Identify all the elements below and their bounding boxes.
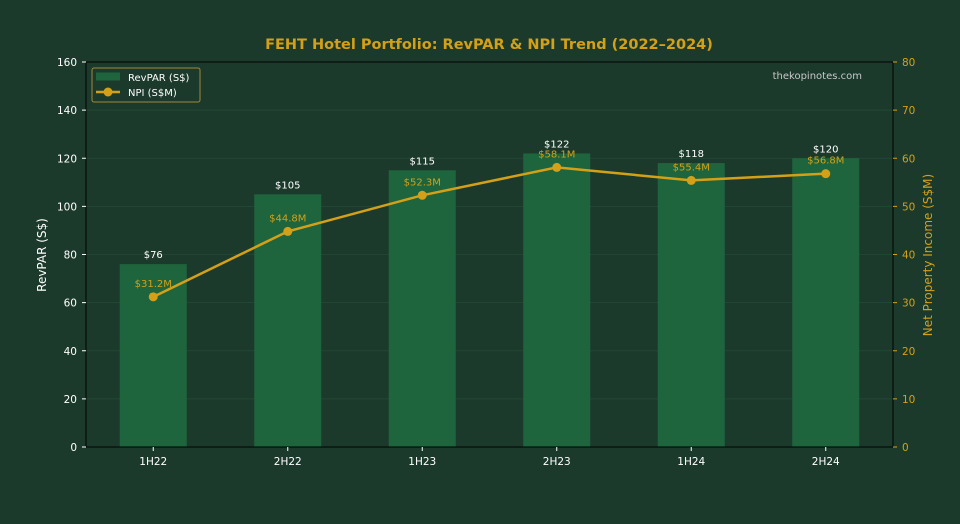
revpar-data-label: $122	[544, 139, 569, 150]
y2-tick-label: 10	[902, 394, 915, 406]
legend-revpar-swatch	[96, 72, 120, 81]
y-tick-label: 0	[70, 442, 77, 454]
chart-title: FEHT Hotel Portfolio: RevPAR & NPI Trend…	[265, 37, 713, 53]
npi-data-label: $31.2M	[135, 279, 172, 290]
y2-tick-label: 40	[902, 250, 915, 262]
x-tick-label: 1H23	[408, 456, 436, 468]
y2-tick-label: 70	[902, 105, 915, 117]
y2-tick-label: 0	[902, 442, 909, 454]
watermark: thekopinotes.com	[773, 71, 862, 82]
y-tick-label: 160	[57, 57, 77, 69]
revpar-data-label: $115	[410, 156, 435, 167]
revpar-bar	[523, 153, 591, 447]
npi-data-label: $56.8M	[807, 156, 844, 167]
revpar-data-label: $118	[679, 149, 704, 160]
x-tick-label: 2H22	[274, 456, 302, 468]
legend: RevPAR (S$) NPI (S$M)	[91, 67, 201, 103]
npi-marker	[283, 226, 293, 236]
npi-data-label: $58.1M	[538, 149, 575, 160]
revpar-bar	[388, 170, 456, 447]
legend-npi-marker	[103, 87, 113, 97]
legend-revpar-label: RevPAR (S$)	[128, 73, 190, 84]
y-tick-label: 120	[57, 153, 77, 165]
y-tick-label: 80	[64, 250, 77, 262]
npi-data-label: $55.4M	[673, 162, 710, 173]
y2-tick-label: 50	[902, 201, 915, 213]
legend-npi-label: NPI (S$M)	[128, 88, 177, 99]
npi-marker	[417, 190, 427, 200]
npi-marker	[552, 162, 562, 172]
npi-marker	[821, 169, 831, 179]
y-tick-label: 40	[64, 346, 77, 358]
revpar-data-label: $120	[813, 144, 838, 155]
x-tick-label: 2H23	[543, 456, 571, 468]
npi-data-label: $52.3M	[404, 177, 441, 188]
y2-tick-label: 20	[902, 346, 915, 358]
revpar-bar	[657, 163, 725, 447]
y-tick-label: 100	[57, 201, 77, 213]
y2-tick-label: 80	[902, 57, 915, 69]
y2-axis-label: Net Property Income (S$M)	[921, 174, 935, 336]
revpar-bar	[119, 264, 187, 447]
y-tick-label: 140	[57, 105, 77, 117]
x-tick-label: 1H24	[677, 456, 705, 468]
y2-tick-label: 60	[902, 153, 915, 165]
npi-marker	[686, 175, 696, 185]
y-tick-label: 60	[64, 298, 77, 310]
revpar-bar	[792, 158, 860, 447]
plot-area: $76 $105 $115 $122 $118 $120 $31.2M $44.8M $52.3…	[57, 57, 915, 468]
y-axis-label: RevPAR (S$)	[35, 218, 49, 292]
npi-data-label: $44.8M	[269, 213, 306, 224]
npi-line	[152, 166, 826, 298]
npi-marker	[148, 292, 158, 302]
y-tick-label: 20	[64, 394, 77, 406]
revpar-bar	[254, 194, 322, 447]
revpar-data-label: $76	[144, 250, 163, 261]
y2-tick-label: 30	[902, 298, 915, 310]
revpar-data-label: $105	[275, 180, 300, 191]
x-tick-label: 2H24	[812, 456, 840, 468]
x-tick-label: 1H22	[139, 456, 167, 468]
